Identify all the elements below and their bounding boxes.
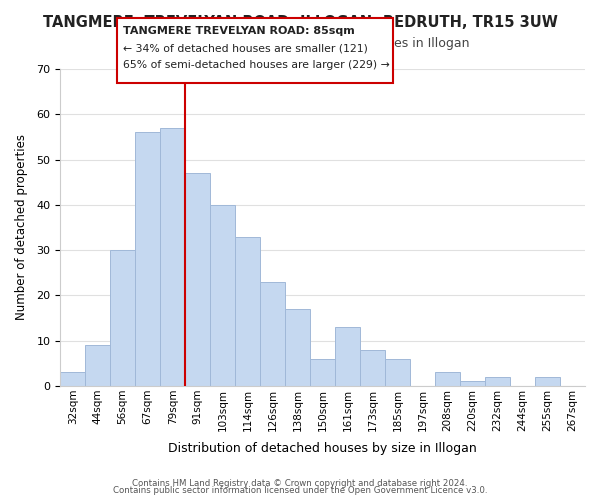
Bar — [235, 236, 260, 386]
Bar — [60, 372, 85, 386]
Bar — [535, 377, 560, 386]
Bar — [360, 350, 385, 386]
Bar — [285, 309, 310, 386]
Text: Contains public sector information licensed under the Open Government Licence v3: Contains public sector information licen… — [113, 486, 487, 495]
Bar — [260, 282, 285, 386]
Bar — [85, 345, 110, 386]
X-axis label: Distribution of detached houses by size in Illogan: Distribution of detached houses by size … — [168, 442, 477, 455]
Bar — [160, 128, 185, 386]
Text: 65% of semi-detached houses are larger (229) →: 65% of semi-detached houses are larger (… — [123, 60, 390, 70]
Text: Contains HM Land Registry data © Crown copyright and database right 2024.: Contains HM Land Registry data © Crown c… — [132, 478, 468, 488]
Bar — [210, 205, 235, 386]
Bar — [135, 132, 160, 386]
Y-axis label: Number of detached properties: Number of detached properties — [15, 134, 28, 320]
Bar — [385, 359, 410, 386]
Text: ← 34% of detached houses are smaller (121): ← 34% of detached houses are smaller (12… — [123, 44, 368, 54]
Bar — [335, 327, 360, 386]
Bar — [110, 250, 135, 386]
Text: TANGMERE TREVELYAN ROAD: 85sqm: TANGMERE TREVELYAN ROAD: 85sqm — [123, 26, 355, 36]
Bar — [310, 359, 335, 386]
Bar — [485, 377, 510, 386]
Bar — [185, 173, 210, 386]
Text: Size of property relative to detached houses in Illogan: Size of property relative to detached ho… — [130, 38, 470, 51]
Text: TANGMERE, TREVELYAN ROAD, ILLOGAN, REDRUTH, TR15 3UW: TANGMERE, TREVELYAN ROAD, ILLOGAN, REDRU… — [43, 15, 557, 30]
Bar — [435, 372, 460, 386]
Bar — [460, 382, 485, 386]
